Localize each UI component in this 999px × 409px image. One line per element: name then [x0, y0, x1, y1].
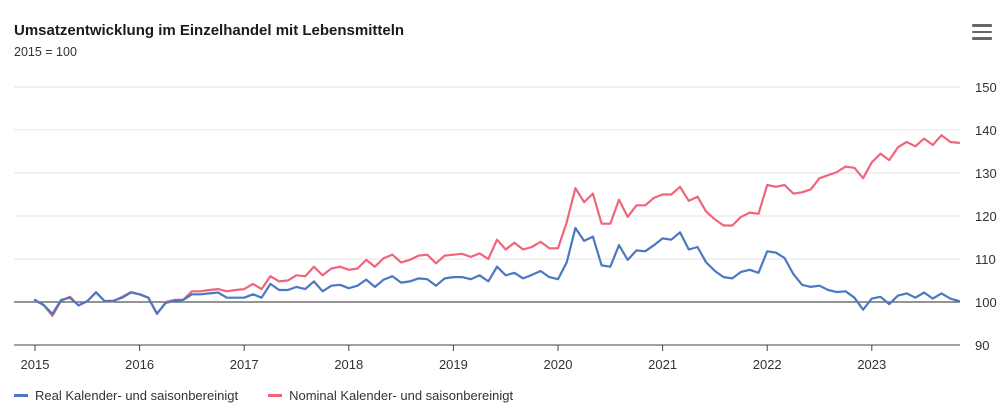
y-tick-label-130: 130	[975, 166, 997, 181]
x-tick-label-2017: 2017	[230, 357, 259, 372]
legend-label-nominal: Nominal Kalender- und saisonbereinigt	[289, 388, 514, 403]
legend-swatch-real	[14, 394, 28, 397]
x-tick-label-2019: 2019	[439, 357, 468, 372]
x-tick-label-2023: 2023	[857, 357, 886, 372]
grid-lines	[14, 86, 960, 303]
legend-label-real: Real Kalender- und saisonbereinigt	[35, 388, 239, 403]
x-tick-label-2021: 2021	[648, 357, 677, 372]
y-tick-label-90: 90	[975, 338, 989, 353]
y-tick-label-100: 100	[975, 295, 997, 310]
x-axis: 2015 2016 2017 2018 2019 2020 2021 2022 2023	[14, 344, 960, 372]
series-lines	[33, 134, 961, 317]
series-line-nominal	[33, 134, 961, 317]
legend: Real Kalender- und saisonbereinigt Nomin…	[14, 388, 513, 403]
legend-item-real[interactable]: Real Kalender- und saisonbereinigt	[14, 388, 238, 403]
y-axis-ticks: 90 100 110 120 130 140 150	[975, 80, 997, 353]
legend-swatch-nominal	[268, 394, 283, 397]
chart-title: Umsatzentwicklung im Einzelhandel mit Le…	[14, 22, 405, 39]
legend-item-nominal[interactable]: Nominal Kalender- und saisonbereinigt	[268, 388, 513, 403]
y-tick-label-110: 110	[975, 252, 996, 267]
series-line-real	[33, 226, 961, 316]
chart-subtitle: 2015 = 100	[14, 45, 77, 59]
x-tick-label-2015: 2015	[21, 357, 50, 372]
x-tick-label-2018: 2018	[334, 357, 363, 372]
x-tick-label-2020: 2020	[544, 357, 573, 372]
y-tick-label-140: 140	[975, 123, 997, 138]
y-tick-label-120: 120	[975, 209, 997, 224]
x-tick-label-2016: 2016	[125, 357, 154, 372]
hamburger-menu-icon[interactable]	[972, 24, 992, 44]
y-tick-label-150: 150	[975, 80, 997, 95]
x-tick-label-2022: 2022	[753, 357, 782, 372]
